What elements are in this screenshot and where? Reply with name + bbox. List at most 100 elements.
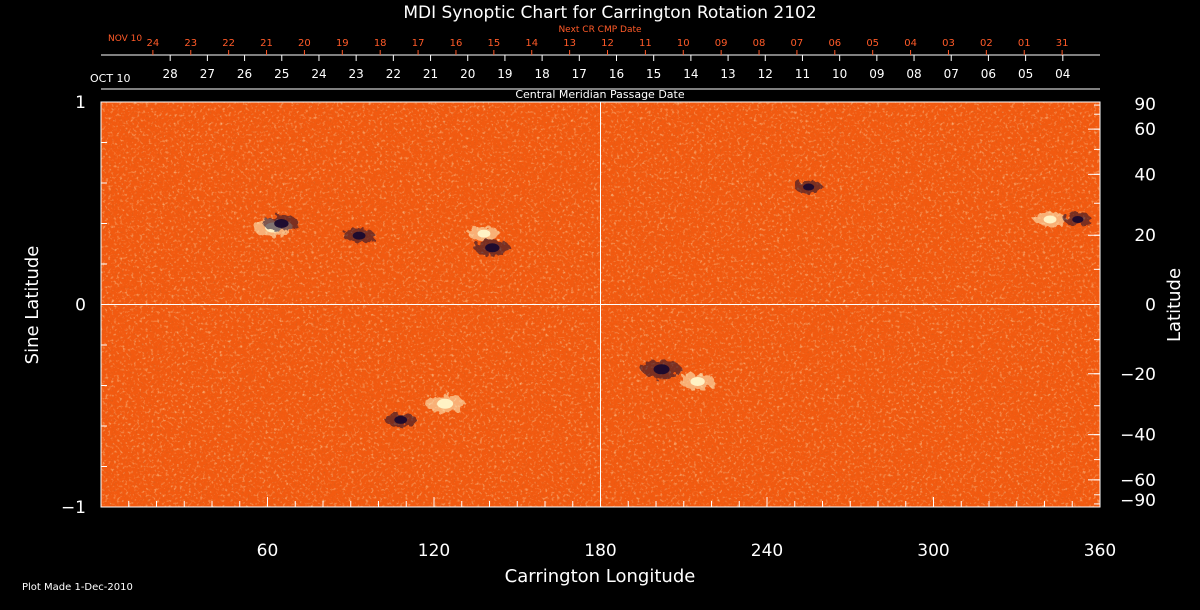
cmp-date-label: 06 <box>981 67 996 81</box>
x-tick-label: 120 <box>418 541 450 561</box>
next-cr-first-label: NOV 10 <box>108 34 142 44</box>
next-cr-date-label: 14 <box>525 38 538 49</box>
cmp-date-axis: 28 27 26 25 24 23 22 21 20 19 18 17 16 15 14 13 12 11 10 09… <box>101 55 1100 90</box>
active-region-negative <box>384 412 417 428</box>
next-cr-date-label: 19 <box>336 38 349 49</box>
next-cr-date-label: 13 <box>563 38 576 49</box>
next-cr-date-label: 15 <box>487 38 500 49</box>
cmp-date-label: 23 <box>349 67 364 81</box>
active-region-negative <box>1063 213 1092 226</box>
active-region-negative <box>794 180 823 194</box>
active-region-positive <box>467 226 500 241</box>
region-core <box>394 415 408 424</box>
y-right-tick-label: −40 <box>1120 426 1156 446</box>
region-core <box>803 183 815 191</box>
y-axis-left-title: Sine Latitude <box>22 246 43 365</box>
cmp-date-label: 08 <box>906 67 921 81</box>
next-cr-date-label: 01 <box>1018 38 1031 49</box>
next-cr-date-label: 12 <box>601 38 614 49</box>
region-core <box>1072 215 1084 223</box>
active-region-negative <box>474 239 511 256</box>
cmp-date-label: 19 <box>497 67 512 81</box>
x-tick-label: 60 <box>257 541 279 561</box>
active-region-negative <box>263 215 300 232</box>
next-cr-date-label: 11 <box>639 38 652 49</box>
region-core <box>485 243 500 253</box>
sine-latitude-axis: 1 0 −1 <box>61 93 113 518</box>
chart-title: MDI Synoptic Chart for Carrington Rotati… <box>403 3 816 23</box>
cmp-date-label: 24 <box>311 67 326 81</box>
cmp-date-label: 25 <box>274 67 289 81</box>
next-cr-date-label: 03 <box>942 38 955 49</box>
next-cr-axis-label: Next CR CMP Date <box>558 25 642 35</box>
region-core <box>352 231 366 240</box>
y-axis-right-title: Latitude <box>1164 268 1185 342</box>
next-cr-date-label: 21 <box>260 38 273 49</box>
next-cr-date-label: 24 <box>147 38 160 49</box>
cmp-first-label: OCT 10 <box>90 72 131 85</box>
y-right-tick-label: −60 <box>1120 471 1156 491</box>
y-left-tick-label: −1 <box>61 498 86 518</box>
y-right-tick-label: 0 <box>1145 296 1156 316</box>
y-right-tick-label: 20 <box>1134 226 1156 246</box>
cmp-date-label: 22 <box>386 67 401 81</box>
y-right-tick-label: −90 <box>1120 491 1156 511</box>
cmp-date-label: 26 <box>237 67 252 81</box>
y-right-tick-label: 60 <box>1134 120 1156 140</box>
next-cr-date-label: 06 <box>828 38 841 49</box>
region-core <box>690 376 705 386</box>
cmp-date-label: 11 <box>795 67 810 81</box>
longitude-axis: 60 120 180 240 300 360 <box>128 497 1116 561</box>
cmp-date-label: 07 <box>944 67 959 81</box>
next-cr-date-label: 18 <box>374 38 387 49</box>
cmp-date-label: 18 <box>534 67 549 81</box>
cmp-axis-label: Central Meridian Passage Date <box>515 88 684 101</box>
y-right-tick-label: −20 <box>1120 365 1156 385</box>
next-cr-date-label: 31 <box>1056 38 1069 49</box>
cmp-date-label: 14 <box>683 67 698 81</box>
next-cr-date-axis: 24 23 22 21 20 19 18 17 16 15 14 13 12 11 10 09 08 07 06 05… <box>101 38 1100 56</box>
next-cr-date-label: 20 <box>298 38 311 49</box>
next-cr-date-label: 02 <box>980 38 993 49</box>
cmp-date-label: 27 <box>200 67 215 81</box>
next-cr-date-label: 23 <box>184 38 197 49</box>
cmp-date-label: 17 <box>572 67 587 81</box>
active-region-negative <box>641 360 682 379</box>
x-axis-title: Carrington Longitude <box>505 566 696 587</box>
next-cr-date-label: 22 <box>222 38 235 49</box>
cmp-date-label: 09 <box>869 67 884 81</box>
next-cr-date-label: 05 <box>866 38 879 49</box>
active-regions <box>253 180 1092 428</box>
next-cr-date-label: 08 <box>753 38 766 49</box>
x-tick-label: 360 <box>1084 541 1116 561</box>
cmp-date-label: 04 <box>1055 67 1070 81</box>
region-core <box>653 364 670 375</box>
x-tick-label: 180 <box>584 541 616 561</box>
grid-lines <box>101 102 1100 507</box>
active-region-positive <box>1034 212 1067 227</box>
region-core <box>274 219 289 228</box>
x-tick-label: 300 <box>917 541 949 561</box>
next-cr-date-label: 10 <box>677 38 690 49</box>
active-region-positive <box>679 373 716 390</box>
latitude-axis: 90 60 40 20 0 −20 −40 −60−90 <box>1088 95 1156 511</box>
y-left-tick-label: 1 <box>75 93 86 113</box>
active-region-positive <box>425 394 466 413</box>
cmp-date-label: 20 <box>460 67 475 81</box>
cmp-date-label: 13 <box>720 67 735 81</box>
cmp-date-label: 10 <box>832 67 847 81</box>
region-core <box>437 398 454 409</box>
y-right-tick-label: 90 <box>1134 95 1156 115</box>
next-cr-date-label: 17 <box>412 38 425 49</box>
region-core <box>477 229 491 238</box>
y-left-tick-label: 0 <box>75 296 86 316</box>
next-cr-date-label: 09 <box>715 38 728 49</box>
y-right-tick-label: 40 <box>1134 165 1156 185</box>
next-cr-date-label: 16 <box>450 38 463 49</box>
next-cr-date-label: 04 <box>904 38 917 49</box>
next-cr-date-label: 07 <box>791 38 804 49</box>
active-region-negative <box>343 228 376 243</box>
plot-made-footer: Plot Made 1-Dec-2010 <box>22 582 133 593</box>
cmp-date-label: 15 <box>646 67 661 81</box>
